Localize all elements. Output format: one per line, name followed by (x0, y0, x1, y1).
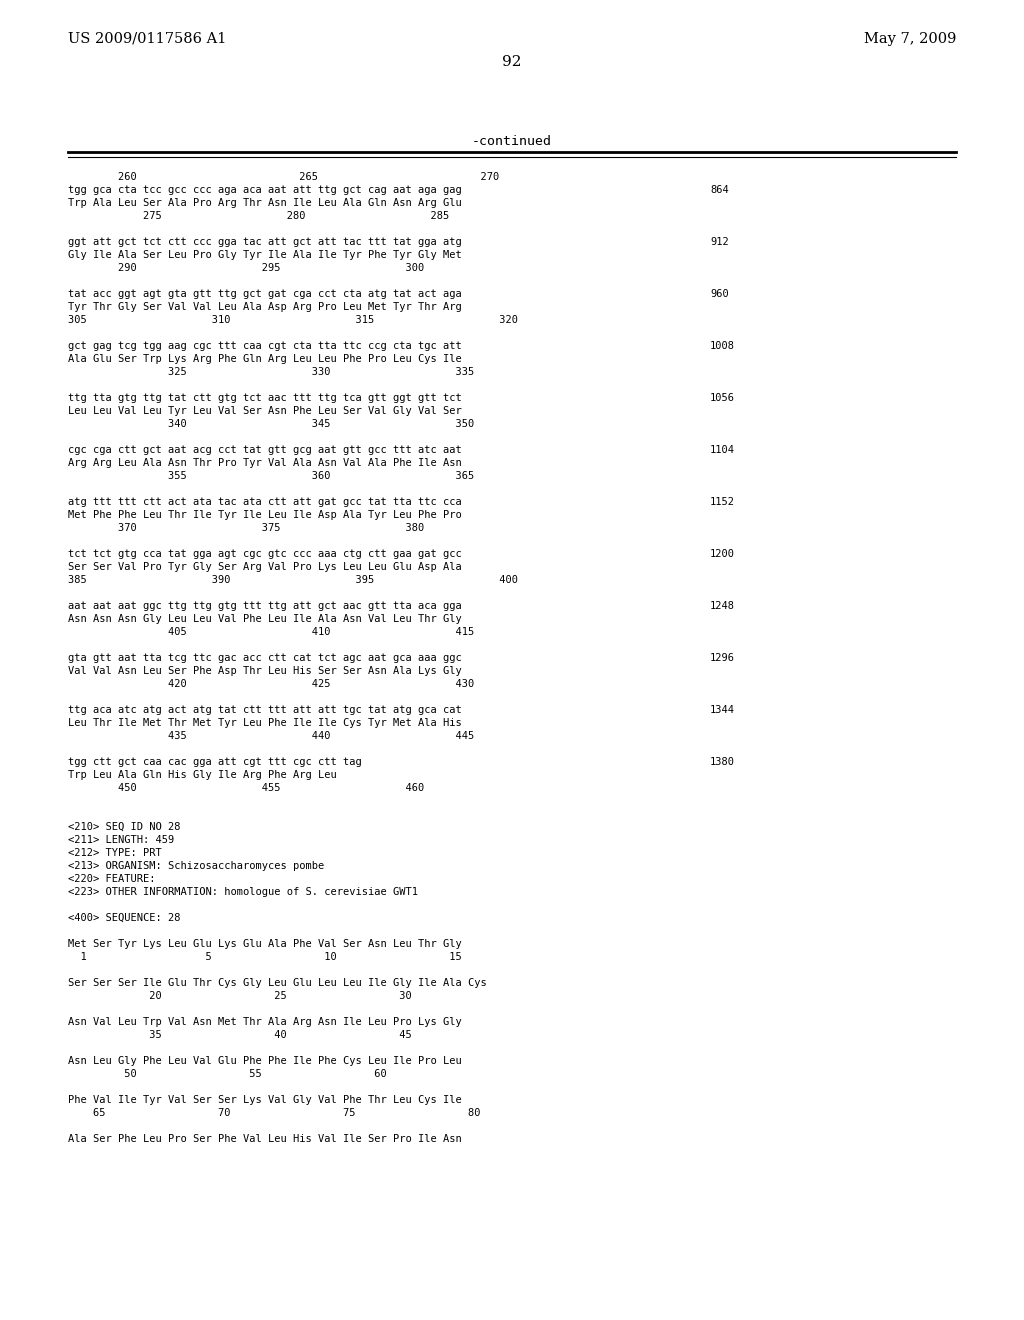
Text: gta gtt aat tta tcg ttc gac acc ctt cat tct agc aat gca aaa ggc: gta gtt aat tta tcg ttc gac acc ctt cat … (68, 653, 462, 663)
Text: Asn Asn Asn Gly Leu Leu Val Phe Leu Ile Ala Asn Val Leu Thr Gly: Asn Asn Asn Gly Leu Leu Val Phe Leu Ile … (68, 614, 462, 624)
Text: Met Ser Tyr Lys Leu Glu Lys Glu Ala Phe Val Ser Asn Leu Thr Gly: Met Ser Tyr Lys Leu Glu Lys Glu Ala Phe … (68, 939, 462, 949)
Text: <210> SEQ ID NO 28: <210> SEQ ID NO 28 (68, 822, 180, 832)
Text: Trp Leu Ala Gln His Gly Ile Arg Phe Arg Leu: Trp Leu Ala Gln His Gly Ile Arg Phe Arg … (68, 770, 337, 780)
Text: 1380: 1380 (710, 756, 735, 767)
Text: Asn Val Leu Trp Val Asn Met Thr Ala Arg Asn Ile Leu Pro Lys Gly: Asn Val Leu Trp Val Asn Met Thr Ala Arg … (68, 1016, 462, 1027)
Text: Asn Leu Gly Phe Leu Val Glu Phe Phe Ile Phe Cys Leu Ile Pro Leu: Asn Leu Gly Phe Leu Val Glu Phe Phe Ile … (68, 1056, 462, 1067)
Text: Ala Glu Ser Trp Lys Arg Phe Gln Arg Leu Leu Phe Pro Leu Cys Ile: Ala Glu Ser Trp Lys Arg Phe Gln Arg Leu … (68, 354, 462, 364)
Text: 340                    345                    350: 340 345 350 (68, 418, 474, 429)
Text: 1056: 1056 (710, 393, 735, 403)
Text: <220> FEATURE:: <220> FEATURE: (68, 874, 156, 884)
Text: tgg gca cta tcc gcc ccc aga aca aat att ttg gct cag aat aga gag: tgg gca cta tcc gcc ccc aga aca aat att … (68, 185, 462, 195)
Text: May 7, 2009: May 7, 2009 (863, 32, 956, 46)
Text: 420                    425                    430: 420 425 430 (68, 678, 474, 689)
Text: 65                  70                  75                  80: 65 70 75 80 (68, 1107, 480, 1118)
Text: 960: 960 (710, 289, 729, 300)
Text: Val Val Asn Leu Ser Phe Asp Thr Leu His Ser Ser Asn Ala Lys Gly: Val Val Asn Leu Ser Phe Asp Thr Leu His … (68, 667, 462, 676)
Text: 92: 92 (502, 55, 522, 69)
Text: 35                  40                  45: 35 40 45 (68, 1030, 412, 1040)
Text: tat acc ggt agt gta gtt ttg gct gat cga cct cta atg tat act aga: tat acc ggt agt gta gtt ttg gct gat cga … (68, 289, 462, 300)
Text: aat aat aat ggc ttg ttg gtg ttt ttg att gct aac gtt tta aca gga: aat aat aat ggc ttg ttg gtg ttt ttg att … (68, 601, 462, 611)
Text: Ala Ser Phe Leu Pro Ser Phe Val Leu His Val Ile Ser Pro Ile Asn: Ala Ser Phe Leu Pro Ser Phe Val Leu His … (68, 1134, 462, 1144)
Text: ggt att gct tct ctt ccc gga tac att gct att tac ttt tat gga atg: ggt att gct tct ctt ccc gga tac att gct … (68, 238, 462, 247)
Text: 290                    295                    300: 290 295 300 (68, 263, 424, 273)
Text: 1104: 1104 (710, 445, 735, 455)
Text: 385                    390                    395                    400: 385 390 395 400 (68, 576, 518, 585)
Text: 275                    280                    285: 275 280 285 (68, 211, 450, 220)
Text: Leu Leu Val Leu Tyr Leu Val Ser Asn Phe Leu Ser Val Gly Val Ser: Leu Leu Val Leu Tyr Leu Val Ser Asn Phe … (68, 407, 462, 416)
Text: <400> SEQUENCE: 28: <400> SEQUENCE: 28 (68, 913, 180, 923)
Text: 20                  25                  30: 20 25 30 (68, 991, 412, 1001)
Text: 260                          265                          270: 260 265 270 (68, 172, 500, 182)
Text: ttg tta gtg ttg tat ctt gtg tct aac ttt ttg tca gtt ggt gtt tct: ttg tta gtg ttg tat ctt gtg tct aac ttt … (68, 393, 462, 403)
Text: 1296: 1296 (710, 653, 735, 663)
Text: Leu Thr Ile Met Thr Met Tyr Leu Phe Ile Ile Cys Tyr Met Ala His: Leu Thr Ile Met Thr Met Tyr Leu Phe Ile … (68, 718, 462, 729)
Text: 450                    455                    460: 450 455 460 (68, 783, 424, 793)
Text: 1152: 1152 (710, 498, 735, 507)
Text: 1200: 1200 (710, 549, 735, 558)
Text: ttg aca atc atg act atg tat ctt ttt att att tgc tat atg gca cat: ttg aca atc atg act atg tat ctt ttt att … (68, 705, 462, 715)
Text: -continued: -continued (472, 135, 552, 148)
Text: 50                  55                  60: 50 55 60 (68, 1069, 387, 1078)
Text: 1248: 1248 (710, 601, 735, 611)
Text: 912: 912 (710, 238, 729, 247)
Text: 370                    375                    380: 370 375 380 (68, 523, 424, 533)
Text: US 2009/0117586 A1: US 2009/0117586 A1 (68, 32, 226, 46)
Text: <211> LENGTH: 459: <211> LENGTH: 459 (68, 836, 174, 845)
Text: <213> ORGANISM: Schizosaccharomyces pombe: <213> ORGANISM: Schizosaccharomyces pomb… (68, 861, 325, 871)
Text: cgc cga ctt gct aat acg cct tat gtt gcg aat gtt gcc ttt atc aat: cgc cga ctt gct aat acg cct tat gtt gcg … (68, 445, 462, 455)
Text: Arg Arg Leu Ala Asn Thr Pro Tyr Val Ala Asn Val Ala Phe Ile Asn: Arg Arg Leu Ala Asn Thr Pro Tyr Val Ala … (68, 458, 462, 469)
Text: 1                   5                  10                  15: 1 5 10 15 (68, 952, 462, 962)
Text: Gly Ile Ala Ser Leu Pro Gly Tyr Ile Ala Ile Tyr Phe Tyr Gly Met: Gly Ile Ala Ser Leu Pro Gly Tyr Ile Ala … (68, 249, 462, 260)
Text: atg ttt ttt ctt act ata tac ata ctt att gat gcc tat tta ttc cca: atg ttt ttt ctt act ata tac ata ctt att … (68, 498, 462, 507)
Text: <223> OTHER INFORMATION: homologue of S. cerevisiae GWT1: <223> OTHER INFORMATION: homologue of S.… (68, 887, 418, 898)
Text: 325                    330                    335: 325 330 335 (68, 367, 474, 378)
Text: Phe Val Ile Tyr Val Ser Ser Lys Val Gly Val Phe Thr Leu Cys Ile: Phe Val Ile Tyr Val Ser Ser Lys Val Gly … (68, 1096, 462, 1105)
Text: Ser Ser Val Pro Tyr Gly Ser Arg Val Pro Lys Leu Leu Glu Asp Ala: Ser Ser Val Pro Tyr Gly Ser Arg Val Pro … (68, 562, 462, 572)
Text: 1344: 1344 (710, 705, 735, 715)
Text: tct tct gtg cca tat gga agt cgc gtc ccc aaa ctg ctt gaa gat gcc: tct tct gtg cca tat gga agt cgc gtc ccc … (68, 549, 462, 558)
Text: 864: 864 (710, 185, 729, 195)
Text: tgg ctt gct caa cac gga att cgt ttt cgc ctt tag: tgg ctt gct caa cac gga att cgt ttt cgc … (68, 756, 361, 767)
Text: 1008: 1008 (710, 341, 735, 351)
Text: 305                    310                    315                    320: 305 310 315 320 (68, 315, 518, 325)
Text: <212> TYPE: PRT: <212> TYPE: PRT (68, 847, 162, 858)
Text: 355                    360                    365: 355 360 365 (68, 471, 474, 480)
Text: Ser Ser Ser Ile Glu Thr Cys Gly Leu Glu Leu Leu Ile Gly Ile Ala Cys: Ser Ser Ser Ile Glu Thr Cys Gly Leu Glu … (68, 978, 486, 987)
Text: 435                    440                    445: 435 440 445 (68, 731, 474, 741)
Text: Tyr Thr Gly Ser Val Val Leu Ala Asp Arg Pro Leu Met Tyr Thr Arg: Tyr Thr Gly Ser Val Val Leu Ala Asp Arg … (68, 302, 462, 312)
Text: Trp Ala Leu Ser Ala Pro Arg Thr Asn Ile Leu Ala Gln Asn Arg Glu: Trp Ala Leu Ser Ala Pro Arg Thr Asn Ile … (68, 198, 462, 209)
Text: 405                    410                    415: 405 410 415 (68, 627, 474, 638)
Text: Met Phe Phe Leu Thr Ile Tyr Ile Leu Ile Asp Ala Tyr Leu Phe Pro: Met Phe Phe Leu Thr Ile Tyr Ile Leu Ile … (68, 510, 462, 520)
Text: gct gag tcg tgg aag cgc ttt caa cgt cta tta ttc ccg cta tgc att: gct gag tcg tgg aag cgc ttt caa cgt cta … (68, 341, 462, 351)
